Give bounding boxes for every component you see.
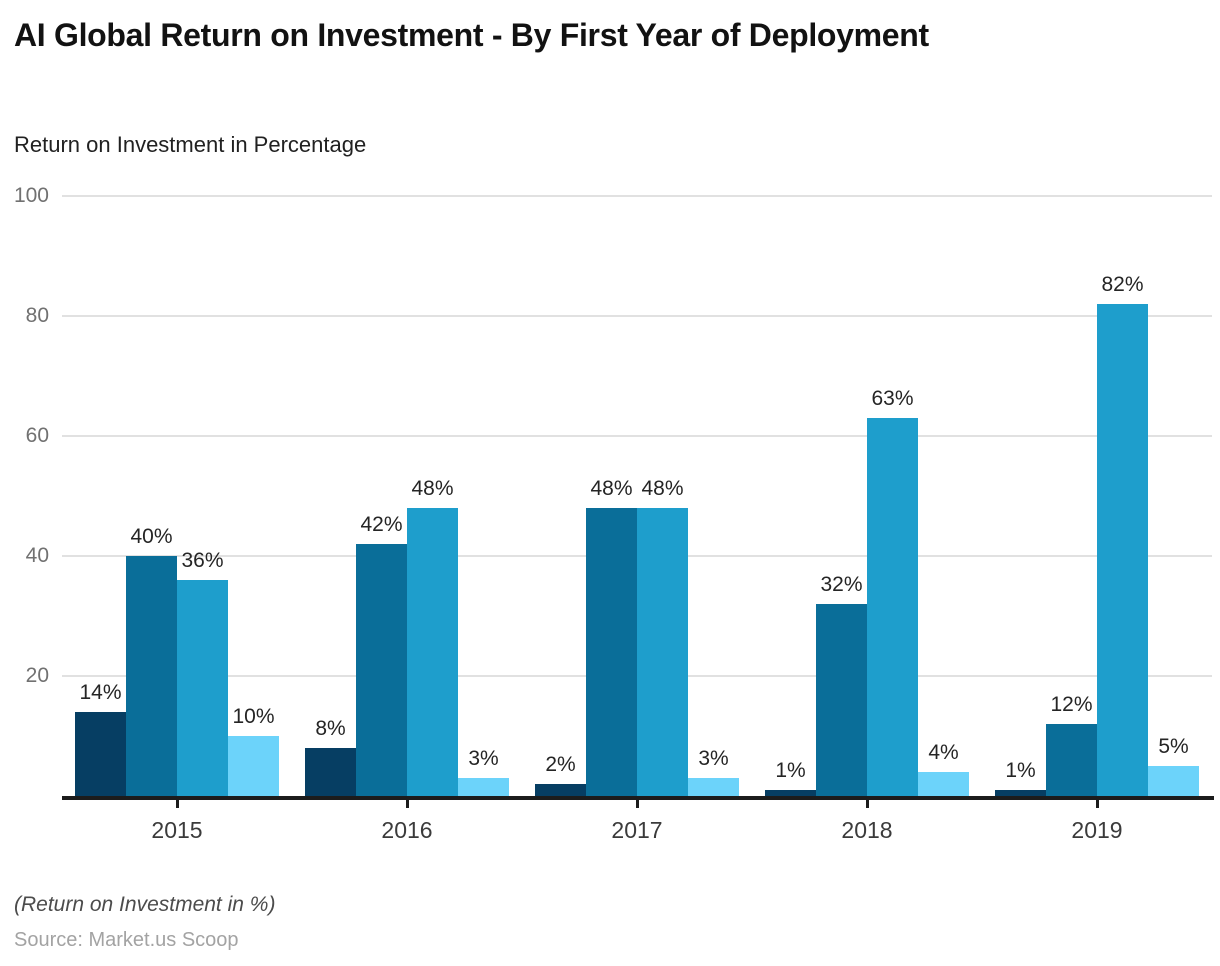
x-axis-tick — [1095, 799, 1099, 808]
chart-subtitle: Return on Investment in Percentage — [14, 132, 367, 157]
bar — [867, 418, 918, 796]
bar-group: 1% 12% 82% 5% 2019 — [982, 196, 1212, 843]
bar-value-label: 4% — [928, 741, 959, 764]
bar — [177, 580, 228, 796]
bar-value-label: 2% — [545, 753, 576, 776]
bar — [228, 736, 279, 796]
bar — [637, 508, 688, 796]
bar — [75, 712, 126, 796]
bar-group: 2% 48% 48% 3% 2017 — [522, 196, 752, 843]
bar-value-label: 36% — [181, 549, 224, 572]
bar-value-label: 1% — [1005, 759, 1036, 782]
bar-value-label: 32% — [820, 573, 863, 596]
x-axis-tick — [635, 799, 639, 808]
gridline — [62, 195, 1212, 197]
bar-value-label: 42% — [360, 513, 403, 536]
axis-note: (Return on Investment in %) — [14, 893, 276, 916]
bar-group: 8% 42% 48% 3% 2016 — [292, 196, 522, 843]
bar — [407, 508, 458, 796]
bar — [535, 784, 586, 796]
gridline — [62, 435, 1212, 437]
bar — [1046, 724, 1097, 796]
y-axis-tick-label: 40 — [25, 544, 49, 567]
x-axis-tick — [175, 799, 179, 808]
bar — [688, 778, 739, 796]
bar-value-label: 3% — [698, 747, 729, 770]
bar — [765, 790, 816, 796]
bar-value-label: 14% — [79, 681, 122, 704]
bar-value-label: 48% — [641, 477, 684, 500]
x-axis-category-label: 2018 — [841, 817, 893, 843]
bar-value-label: 48% — [411, 477, 454, 500]
y-axis-tick-label: 20 — [25, 664, 49, 687]
bar — [816, 604, 867, 796]
plot-area: 20 40 60 80 100 14% 40% 36% 10% 2015 8% 42% 48% 3% 201… — [14, 184, 1214, 843]
x-axis-category-label: 2015 — [151, 817, 203, 843]
bar-value-label: 12% — [1050, 693, 1093, 716]
bar — [995, 790, 1046, 796]
y-axis-tick-label: 80 — [25, 304, 49, 327]
bar-group: 1% 32% 63% 4% 2018 — [752, 196, 982, 843]
x-axis-tick — [865, 799, 869, 808]
bar — [458, 778, 509, 796]
bar-value-label: 40% — [130, 525, 173, 548]
y-axis-tick-label: 60 — [25, 424, 49, 447]
bar-value-label: 82% — [1101, 273, 1144, 296]
bar-value-label: 3% — [468, 747, 499, 770]
bar — [305, 748, 356, 796]
y-axis-tick-label: 100 — [13, 184, 49, 207]
bar — [1097, 304, 1148, 796]
gridline — [62, 315, 1212, 317]
x-axis-line — [62, 796, 1214, 800]
bar-value-label: 63% — [871, 387, 914, 410]
bar-value-label: 1% — [775, 759, 806, 782]
bar — [126, 556, 177, 796]
bar-value-label: 5% — [1158, 735, 1189, 758]
bar-value-label: 10% — [232, 705, 275, 728]
bar — [356, 544, 407, 796]
bar — [918, 772, 969, 796]
bar — [586, 508, 637, 796]
x-axis-category-label: 2019 — [1071, 817, 1123, 843]
x-axis-tick — [405, 799, 409, 808]
bar-group: 14% 40% 36% 10% 2015 — [62, 196, 292, 843]
bar — [1148, 766, 1199, 796]
x-axis-category-label: 2016 — [381, 817, 433, 843]
chart-title: AI Global Return on Investment - By Firs… — [14, 17, 929, 53]
source-text: Source: Market.us Scoop — [14, 929, 239, 951]
x-axis-category-label: 2017 — [611, 817, 663, 843]
bar-value-label: 8% — [315, 717, 346, 740]
bar-value-label: 48% — [590, 477, 633, 500]
